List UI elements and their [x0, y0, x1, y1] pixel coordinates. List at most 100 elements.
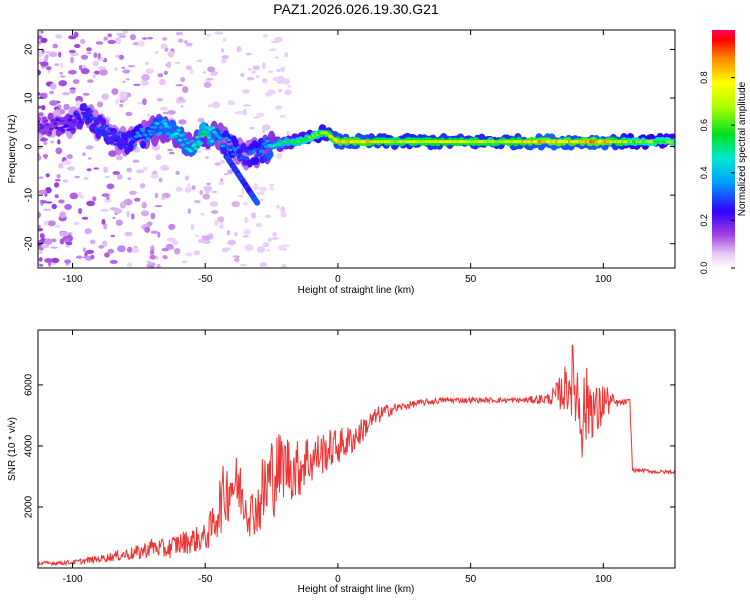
noise-blob	[155, 255, 159, 260]
noise-blob	[231, 201, 240, 208]
ridge-core	[672, 140, 675, 144]
noise-blob	[122, 30, 129, 34]
noise-blob	[220, 58, 227, 64]
noise-blob	[38, 227, 43, 232]
ridge-core	[157, 131, 163, 135]
noise-blob	[284, 89, 292, 96]
noise-blob	[67, 166, 75, 171]
noise-blob	[111, 88, 119, 95]
noise-blob	[191, 185, 196, 191]
noise-blob	[55, 147, 63, 155]
ridge-core	[213, 131, 218, 135]
noise-blob	[166, 237, 176, 242]
noise-blob	[169, 151, 175, 155]
noise-blob	[70, 52, 79, 57]
noise-blob	[272, 76, 280, 82]
noise-blob	[97, 52, 101, 60]
noise-blob	[119, 91, 128, 98]
noise-blob	[203, 235, 211, 242]
noise-blob	[157, 231, 161, 238]
noise-blob	[262, 33, 269, 38]
noise-blob	[195, 150, 202, 153]
noise-blob	[38, 189, 47, 195]
noise-blob	[150, 212, 156, 220]
noise-blob	[85, 249, 94, 254]
noise-blob	[270, 40, 277, 44]
noise-blob	[220, 160, 225, 164]
noise-blob	[132, 159, 140, 163]
noise-blob	[58, 51, 62, 58]
noise-blob	[213, 219, 219, 227]
noise-blob	[162, 37, 168, 41]
ridge-core	[155, 122, 160, 126]
noise-blob	[38, 176, 44, 179]
noise-blob	[107, 248, 115, 254]
colorbar-tick-label: 0.4	[699, 167, 709, 180]
spectrogram-x-label: Height of straight line (km)	[298, 285, 415, 296]
noise-blob	[158, 177, 163, 183]
noise-blob	[39, 263, 44, 267]
ridge-core	[185, 141, 191, 145]
ridge-core	[199, 141, 204, 145]
noise-blob	[51, 257, 60, 264]
noise-blob	[115, 155, 124, 161]
ridge-core	[79, 107, 85, 111]
ridge-core	[54, 126, 59, 130]
noise-blob	[159, 78, 166, 86]
noise-blob	[262, 78, 267, 82]
noise-blob	[162, 255, 168, 260]
ridge-core	[78, 120, 83, 124]
colorbar-ticks: 0.0 0.2 0.4 0.6 0.8	[699, 71, 735, 274]
noise-blob	[211, 210, 219, 214]
noise-blob	[103, 166, 108, 174]
noise-blob	[97, 101, 104, 108]
noise-blob	[59, 238, 65, 245]
noise-blob	[269, 185, 274, 191]
colorbar-tick-label: 0.6	[699, 119, 709, 132]
ridge-core	[165, 132, 171, 136]
noise-blob	[85, 145, 94, 150]
noise-blob	[54, 194, 59, 199]
y-tick-label: 0	[24, 143, 35, 149]
noise-blob	[125, 111, 133, 117]
noise-blob	[149, 265, 154, 268]
noise-blob	[112, 216, 116, 219]
noise-blob	[55, 34, 63, 39]
noise-blob	[259, 186, 267, 192]
noise-blob	[45, 66, 52, 71]
noise-blob	[82, 92, 90, 96]
noise-blob	[45, 173, 50, 178]
spectrogram-frame	[37, 29, 676, 269]
noise-blob	[54, 179, 61, 182]
noise-blob	[126, 262, 132, 268]
ridge-core	[181, 133, 187, 136]
noise-blob	[131, 213, 135, 220]
ridge-core	[65, 124, 70, 128]
noise-blob	[44, 238, 53, 246]
colorbar-label: Normalized spectral amplitude	[737, 81, 748, 216]
noise-blob	[180, 105, 184, 108]
noise-blob	[185, 42, 193, 47]
noise-blob	[269, 184, 274, 187]
noise-blob	[245, 52, 252, 56]
noise-blob	[139, 183, 146, 189]
noise-blob	[95, 41, 104, 45]
noise-blob	[214, 162, 222, 166]
noise-blob	[83, 177, 89, 180]
noise-blob	[161, 247, 170, 252]
noise-blob	[109, 259, 118, 264]
noise-blob	[104, 199, 112, 203]
noise-blob	[104, 175, 110, 179]
noise-blob	[160, 43, 168, 50]
noise-blob	[134, 197, 141, 202]
noise-blob	[149, 254, 156, 260]
noise-blob	[50, 83, 57, 90]
ridge-core	[147, 129, 152, 133]
ridge-core	[127, 135, 132, 139]
y-tick-label: 6000	[24, 373, 35, 396]
noise-blob	[80, 38, 86, 45]
noise-blob	[266, 89, 276, 95]
noise-blob	[160, 164, 170, 171]
ridge-core	[112, 142, 118, 146]
